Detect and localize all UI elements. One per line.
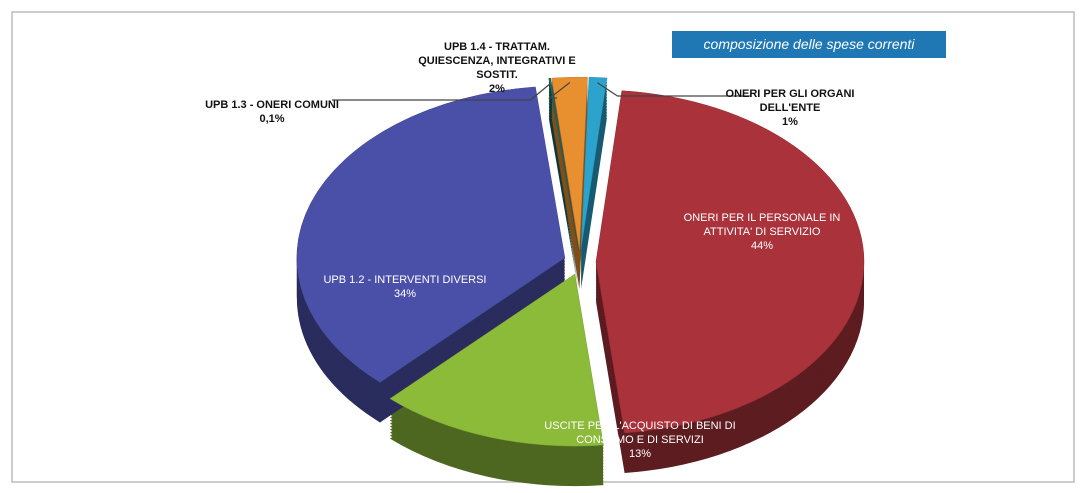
value-label: 2%	[489, 83, 505, 95]
category-label: UPB 1.4 - TRATTAM. QUIESCENZA, INTEGRATI…	[418, 41, 576, 81]
slice-label: ONERI PER GLI ORGANI DELL'ENTE 1%	[710, 87, 870, 129]
slice	[580, 77, 608, 250]
category-label: UPB 1.2 - INTERVENTI DIVERSI	[323, 274, 487, 286]
value-label: 0,1%	[259, 113, 285, 125]
slice-side	[548, 112, 579, 284]
slice-side	[548, 109, 579, 281]
chart-title: composizione delle spese correnti	[672, 31, 946, 58]
category-label: ONERI PER IL PERSONALE IN ATTIVITA' DI S…	[683, 212, 841, 238]
slice-label: USCITE PER L'ACQUISTO DI BENI DI CONSUMO…	[540, 419, 740, 461]
slice-label: UPB 1.4 - TRATTAM. QUIESCENZA, INTEGRATI…	[407, 40, 587, 96]
slice-label: ONERI PER IL PERSONALE IN ATTIVITA' DI S…	[667, 211, 857, 253]
slice	[389, 273, 604, 447]
leader-line	[597, 82, 750, 97]
value-label: 1%	[782, 116, 798, 128]
slice-side	[548, 118, 579, 290]
slice-label: UPB 1.3 - ONERI COMUNI 0,1%	[182, 98, 362, 126]
leader-line	[548, 82, 571, 99]
value-label: 44%	[750, 240, 774, 252]
leader-line	[332, 82, 551, 101]
category-label: ONERI PER GLI ORGANI DELL'ENTE	[725, 88, 855, 114]
slice	[551, 76, 588, 250]
slice-side	[548, 115, 579, 287]
value-label: 13%	[628, 448, 652, 460]
slice	[548, 77, 579, 250]
slice	[296, 86, 566, 383]
category-label: USCITE PER L'ACQUISTO DI BENI DI CONSUMO…	[544, 420, 736, 446]
category-label: UPB 1.3 - ONERI COMUNI	[205, 99, 339, 111]
slice-label: UPB 1.2 - INTERVENTI DIVERSI 34%	[305, 273, 505, 301]
slice	[595, 90, 865, 434]
value-label: 34%	[393, 288, 417, 300]
